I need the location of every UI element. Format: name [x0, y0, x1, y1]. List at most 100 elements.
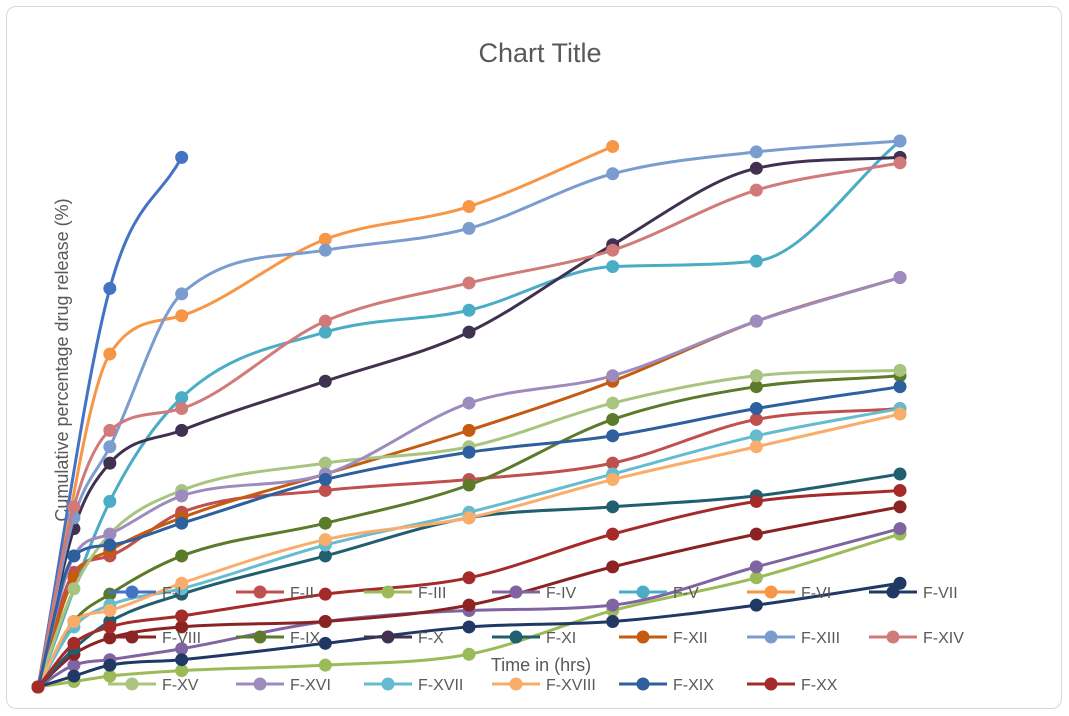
legend-label-F-XI: F-XI — [546, 630, 576, 647]
legend-marker-F-XIX — [636, 677, 650, 691]
series-line-F-III — [36, 532, 902, 689]
data-point-F-X-4 — [175, 423, 189, 437]
data-point-F-XX-24 — [893, 483, 907, 497]
data-point-F-XIII-4 — [175, 287, 189, 301]
legend: F-I F-II F-III F-IV F-V F-VI F-VII F-VIII F-IX F-… — [108, 585, 964, 694]
data-point-F-XIX-20 — [749, 402, 763, 416]
data-point-F-XVI-2 — [103, 527, 117, 541]
legend-marker-F-I — [125, 585, 139, 599]
data-point-F-II-20 — [749, 412, 763, 426]
legend-label-F-X: F-X — [418, 630, 444, 647]
data-point-F-XVI-12 — [462, 396, 476, 410]
data-point-F-IV-24 — [893, 522, 907, 536]
legend-marker-F-XV — [125, 677, 139, 691]
data-point-F-I-2 — [103, 281, 117, 295]
legend-marker-F-XX — [764, 677, 778, 691]
data-point-F-XX-8 — [318, 587, 332, 601]
data-point-F-VII-24 — [893, 576, 907, 590]
series-line-F-XIV — [36, 161, 902, 689]
data-point-F-IX-12 — [462, 478, 476, 492]
data-point-F-XX-0 — [31, 680, 45, 694]
data-point-F-IV-1 — [67, 658, 81, 672]
data-point-F-II-8 — [318, 483, 332, 497]
legend-marker-F-XVIII — [509, 677, 523, 691]
data-point-F-II-16 — [606, 456, 620, 470]
data-point-F-V-8 — [318, 325, 332, 339]
legend-item-F-XVII: F-XVII — [364, 677, 463, 694]
legend-marker-F-IX — [253, 630, 267, 644]
data-point-F-XX-2 — [103, 620, 117, 634]
x-axis-label: Time in (hrs) — [491, 655, 591, 675]
data-point-F-VII-20 — [749, 598, 763, 612]
legend-label-F-XIV: F-XIV — [923, 630, 964, 647]
data-point-F-XX-4 — [175, 609, 189, 623]
data-point-F-X-12 — [462, 325, 476, 339]
legend-marker-F-VIII — [125, 630, 139, 644]
data-point-F-XVIII-8 — [318, 533, 332, 547]
data-point-F-XVI-4 — [175, 489, 189, 503]
legend-marker-F-XVI — [253, 677, 267, 691]
data-point-F-XVIII-12 — [462, 511, 476, 525]
data-point-F-XV-20 — [749, 369, 763, 383]
legend-marker-F-XVII — [381, 677, 395, 691]
legend-label-F-XII: F-XII — [673, 630, 708, 647]
legend-label-F-III: F-III — [418, 585, 446, 602]
chart-title: Chart Title — [478, 38, 601, 68]
legend-label-F-XVI: F-XVI — [290, 677, 331, 694]
legend-marker-F-IV — [509, 585, 523, 599]
legend-item-F-XVI: F-XVI — [236, 677, 331, 694]
data-point-F-X-8 — [318, 374, 332, 388]
data-point-F-III-8 — [318, 658, 332, 672]
data-point-F-XVIII-20 — [749, 440, 763, 454]
legend-item-F-IV: F-IV — [492, 585, 577, 602]
data-point-F-XII-12 — [462, 423, 476, 437]
series-line-F-VI — [36, 144, 615, 689]
data-point-F-VII-16 — [606, 614, 620, 628]
data-point-F-IV-4 — [175, 642, 189, 656]
legend-item-F-III: F-III — [364, 585, 446, 602]
legend-item-F-VIII: F-VIII — [108, 630, 201, 647]
legend-item-F-IX: F-IX — [236, 630, 321, 647]
legend-label-F-XV: F-XV — [162, 677, 199, 694]
legend-label-F-XVII: F-XVII — [418, 677, 463, 694]
data-point-F-XVI-20 — [749, 314, 763, 328]
data-point-F-III-4 — [175, 664, 189, 678]
data-point-F-XIII-20 — [749, 145, 763, 159]
data-point-F-XIX-4 — [175, 516, 189, 530]
data-point-F-V-20 — [749, 254, 763, 268]
data-point-F-IV-16 — [606, 598, 620, 612]
data-point-F-XIV-1 — [67, 500, 81, 514]
legend-marker-F-VII — [886, 585, 900, 599]
data-point-F-IX-16 — [606, 412, 620, 426]
data-point-F-XIX-24 — [893, 380, 907, 394]
data-point-F-XIV-12 — [462, 276, 476, 290]
legend-item-F-VI: F-VI — [747, 585, 831, 602]
data-point-F-XVIII-2 — [103, 604, 117, 618]
data-point-F-XIV-16 — [606, 243, 620, 257]
legend-item-F-VII: F-VII — [869, 585, 958, 602]
legend-item-F-X: F-X — [364, 630, 444, 647]
data-point-F-XIII-12 — [462, 221, 476, 235]
data-point-F-VII-12 — [462, 620, 476, 634]
legend-item-F-XII: F-XII — [619, 630, 708, 647]
data-point-F-XV-16 — [606, 396, 620, 410]
data-point-F-VIII-8 — [318, 614, 332, 628]
series-line-F-I — [36, 155, 184, 689]
data-point-F-XVIII-16 — [606, 473, 620, 487]
data-point-F-VII-4 — [175, 653, 189, 667]
series-layer — [31, 134, 907, 694]
data-point-F-I-4 — [175, 150, 189, 164]
data-point-F-XX-16 — [606, 527, 620, 541]
data-point-F-IX-20 — [749, 380, 763, 394]
data-point-F-XIX-2 — [103, 538, 117, 552]
data-point-F-XVIII-24 — [893, 407, 907, 421]
data-point-F-XIX-8 — [318, 473, 332, 487]
data-point-F-XX-20 — [749, 494, 763, 508]
data-point-F-VIII-4 — [175, 620, 189, 634]
legend-label-F-V: F-V — [673, 585, 699, 602]
data-point-F-XIV-20 — [749, 183, 763, 197]
data-point-F-XIX-12 — [462, 445, 476, 459]
series-line-F-IX — [36, 374, 902, 689]
data-point-F-IX-4 — [175, 549, 189, 563]
data-point-F-III-20 — [749, 571, 763, 585]
